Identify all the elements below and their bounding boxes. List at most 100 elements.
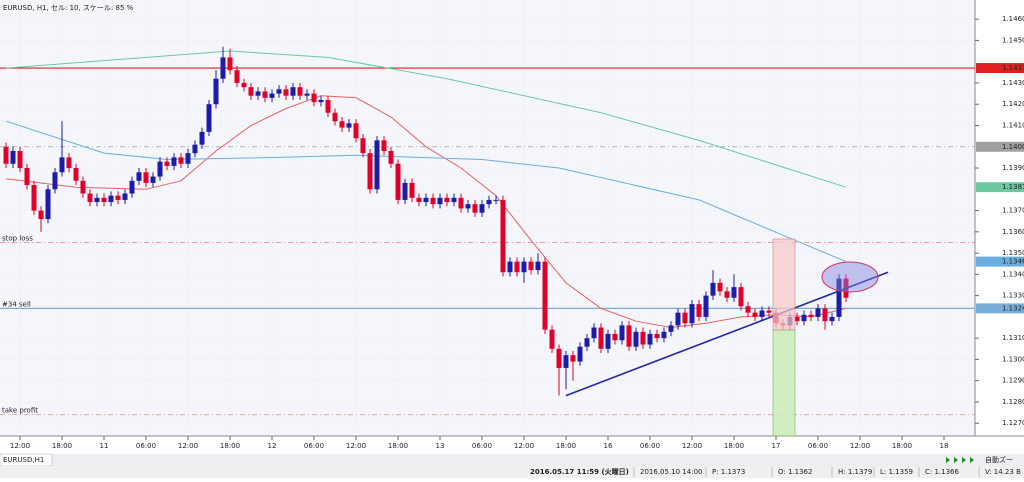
candle-body: [227, 57, 233, 71]
candle-body: [563, 355, 569, 368]
candle-body: [171, 157, 177, 166]
candle-body: [122, 193, 128, 200]
candle-body: [38, 210, 44, 220]
candle-body: [605, 333, 611, 349]
candle-body: [192, 144, 198, 154]
x-tick-label: 06:00: [304, 442, 324, 450]
candle-body: [10, 151, 16, 164]
status-item: C: 1.1366: [925, 468, 960, 476]
candle-body: [339, 121, 345, 128]
candle-body: [640, 331, 646, 345]
level-name: #34 sell: [2, 300, 31, 308]
candle-body: [745, 306, 751, 313]
x-tick-label: 06:00: [472, 442, 492, 450]
candle-body: [738, 287, 744, 307]
candle-body: [94, 197, 100, 203]
toolbar-auto-zoom[interactable]: 自動ズー: [985, 455, 1013, 464]
candle-body: [486, 199, 492, 205]
candle-body: [402, 182, 408, 200]
status-bar: [0, 466, 1024, 478]
x-tick-label: 12:00: [514, 442, 534, 450]
candle-body: [423, 197, 429, 203]
candle-body: [45, 189, 51, 220]
candle-body: [136, 172, 142, 181]
x-tick-label: 18:00: [724, 442, 744, 450]
candle-body: [542, 261, 548, 330]
candle-body: [829, 316, 835, 322]
candle-body: [577, 346, 583, 362]
status-item: 2016.05.10 14:00: [640, 468, 702, 476]
candle-body: [353, 123, 359, 139]
candle-body: [801, 314, 807, 322]
x-tick-label: 06:00: [808, 442, 828, 450]
ma-label: 1.1346: [1002, 258, 1024, 266]
candle-body: [332, 112, 338, 122]
candle-body: [591, 327, 597, 339]
tab-label[interactable]: EURUSD,H1: [3, 456, 44, 464]
highlight-ellipse: [821, 261, 879, 293]
candle-body: [612, 333, 618, 341]
x-tick-label: 18: [940, 442, 949, 450]
status-items: 2016.05.17 11:59 (火曜日) 2016.05.10 14:00 P:…: [530, 467, 1021, 477]
candle-body: [710, 282, 716, 296]
y-tick-label: 1.1410: [1002, 121, 1024, 129]
candle-body: [731, 287, 737, 298]
y-tick-label: 1.1290: [1002, 377, 1024, 385]
candle-body: [668, 325, 674, 332]
status-item: O: 1.1362: [778, 468, 812, 476]
candle-body: [528, 261, 534, 271]
x-tick-label: 18:00: [388, 442, 408, 450]
candle-body: [283, 89, 289, 96]
tab-bar: [0, 454, 1024, 466]
candle-body: [346, 123, 352, 128]
candle-body: [822, 308, 828, 322]
candle-body: [654, 333, 660, 339]
status-item: H: 1.1379: [838, 468, 872, 476]
level-label-box: [976, 63, 1024, 74]
x-tick-label: 13: [436, 442, 445, 450]
level-label: 1.1400: [1002, 143, 1024, 151]
candle-body: [444, 197, 450, 203]
chart-header: EURUSD, H1, セル: 10, スケール: 85 %: [3, 4, 134, 12]
candle-body: [675, 312, 681, 326]
candle-body: [290, 87, 296, 96]
candle-body: [500, 199, 506, 273]
candle-body: [682, 312, 688, 324]
x-tick-label: 12:00: [682, 442, 702, 450]
level-label: 1.1324: [1002, 304, 1024, 312]
candle-body: [808, 314, 814, 317]
candle-body: [493, 199, 499, 201]
x-tick-label: 12:00: [10, 442, 30, 450]
candle-body: [360, 138, 366, 154]
ma-label-box: [976, 256, 1024, 267]
candle-body: [3, 146, 9, 164]
candle-body: [108, 195, 114, 203]
x-tick-label: 12:00: [346, 442, 366, 450]
y-tick-label: 1.1450: [1002, 36, 1024, 44]
candle-body: [619, 325, 625, 341]
candle-body: [465, 204, 471, 209]
candle-body: [388, 151, 394, 164]
candle-body: [164, 161, 170, 166]
candle-body: [598, 327, 604, 349]
candle-body: [815, 308, 821, 317]
ma-label-box: [976, 182, 1024, 193]
level-name: stop loss: [2, 234, 33, 242]
candle-body: [381, 140, 387, 152]
level-label-box: [976, 141, 1024, 152]
candle-body: [213, 78, 219, 105]
candle-body: [143, 172, 149, 183]
trendline: [565, 271, 889, 397]
candle-body: [584, 338, 590, 347]
candle-body: [647, 333, 653, 345]
y-tick-label: 1.1310: [1002, 334, 1024, 342]
level-label-box: [976, 303, 1024, 314]
status-item: 2016.05.17 11:59 (火曜日): [530, 467, 629, 476]
candle-body: [633, 331, 639, 347]
candle-body: [73, 168, 79, 181]
x-tick-label: 18:00: [220, 442, 240, 450]
candle-body: [794, 316, 800, 322]
candle-body: [318, 99, 324, 103]
candle-body: [661, 331, 667, 339]
candle-body: [311, 93, 317, 103]
